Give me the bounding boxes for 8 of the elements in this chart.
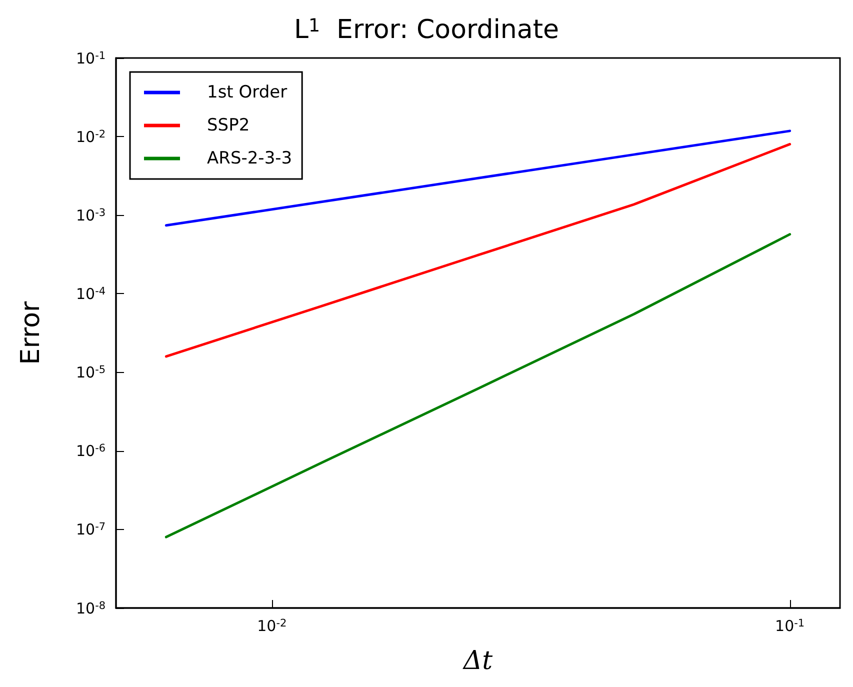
legend-label: 1st Order [207, 82, 288, 102]
line-series [164, 130, 792, 227]
line-series [164, 233, 792, 538]
legend-label: ARS-2-3-3 [207, 148, 292, 168]
legend-label: SSP2 [207, 116, 250, 136]
y-axis-title: Error [16, 301, 46, 365]
line-series [164, 142, 792, 358]
x-axis-title: Δt [462, 646, 494, 676]
